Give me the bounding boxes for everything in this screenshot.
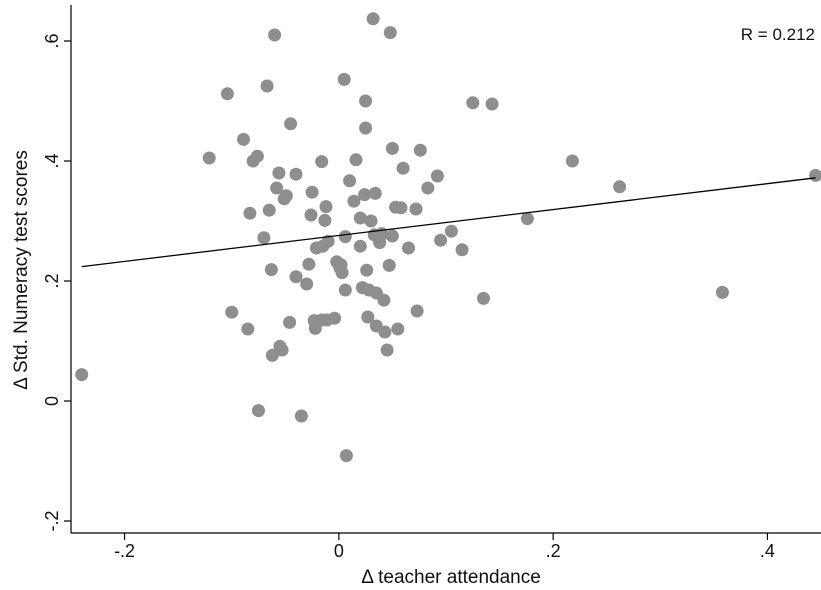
y-tick-label: .6 — [42, 33, 62, 48]
data-point — [257, 231, 271, 245]
correlation-annotation: R = 0.212 — [741, 25, 815, 44]
fit-line — [81, 177, 816, 268]
data-point — [485, 97, 499, 111]
data-point — [361, 310, 375, 324]
data-point — [302, 257, 316, 271]
data-point — [380, 343, 394, 357]
data-point — [349, 153, 363, 167]
data-point — [410, 304, 424, 318]
data-point — [300, 277, 314, 291]
data-point — [359, 121, 373, 135]
data-point — [335, 266, 349, 280]
data-point — [343, 174, 357, 188]
y-tick-label: .2 — [42, 273, 62, 288]
data-point — [250, 149, 264, 163]
y-tick-label: 0 — [42, 396, 62, 406]
data-point — [394, 201, 408, 215]
data-point — [237, 132, 250, 146]
data-point — [359, 94, 373, 108]
data-point — [264, 263, 278, 277]
data-point — [275, 343, 289, 357]
data-point — [270, 181, 284, 195]
data-point — [272, 166, 286, 180]
data-point — [220, 87, 234, 101]
data-point — [315, 155, 329, 169]
y-tick-label: .4 — [42, 153, 62, 168]
data-point — [268, 28, 282, 42]
data-point — [430, 169, 444, 183]
data-point — [252, 404, 265, 418]
data-point — [279, 189, 293, 203]
data-point — [338, 283, 352, 297]
data-point — [289, 270, 303, 284]
data-point — [391, 322, 405, 336]
data-point — [444, 224, 458, 238]
data-point — [262, 203, 276, 217]
data-point — [241, 322, 255, 336]
data-point — [353, 239, 367, 253]
data-point — [319, 200, 333, 214]
data-point — [284, 117, 298, 131]
data-point — [715, 285, 729, 299]
data-point — [318, 213, 332, 227]
x-tick-label: -.2 — [114, 541, 135, 561]
axes: -.2 0 .2 .4 -.2 0 .2 .4 .6 — [42, 5, 821, 561]
data-point — [421, 181, 435, 195]
data-point — [305, 185, 319, 199]
data-point — [304, 208, 318, 222]
data-point — [613, 180, 627, 194]
data-point — [202, 151, 216, 165]
data-point — [413, 143, 427, 157]
data-points — [75, 12, 821, 463]
data-point — [385, 229, 399, 243]
data-point — [283, 315, 297, 329]
data-point — [382, 258, 396, 272]
data-point — [353, 211, 367, 225]
data-point — [368, 186, 382, 200]
x-axis-label: Δ teacher attendance — [361, 567, 541, 588]
data-point — [375, 227, 389, 241]
data-point — [366, 12, 380, 26]
data-point — [265, 348, 279, 362]
data-point — [321, 234, 335, 248]
data-point — [809, 168, 821, 182]
x-tick-label: .2 — [546, 541, 561, 561]
data-point — [347, 194, 361, 208]
data-point — [339, 449, 353, 463]
data-point — [289, 167, 303, 181]
y-axis-label: Δ Std. Numeracy test scores — [11, 150, 32, 390]
x-tick-label: 0 — [334, 541, 344, 561]
x-tick-label: .4 — [760, 541, 775, 561]
data-point — [328, 311, 342, 325]
data-point — [434, 233, 448, 247]
data-point — [385, 141, 399, 155]
data-point — [360, 263, 374, 277]
data-point — [294, 409, 308, 423]
data-point — [338, 230, 352, 244]
data-point — [243, 206, 257, 220]
data-point — [225, 305, 239, 319]
data-point — [378, 325, 392, 339]
data-point — [565, 154, 579, 168]
data-point — [466, 96, 480, 110]
data-point — [260, 79, 274, 93]
data-point — [520, 212, 534, 226]
data-point — [455, 243, 469, 257]
data-point — [402, 241, 415, 255]
data-point — [364, 214, 378, 228]
y-tick-label: -.2 — [42, 510, 62, 531]
data-point — [477, 291, 490, 305]
data-point — [383, 26, 397, 40]
data-point — [358, 188, 372, 202]
data-point — [337, 72, 351, 86]
data-point — [396, 161, 410, 175]
data-point — [75, 368, 89, 382]
data-point — [377, 293, 391, 307]
data-point — [409, 202, 423, 216]
